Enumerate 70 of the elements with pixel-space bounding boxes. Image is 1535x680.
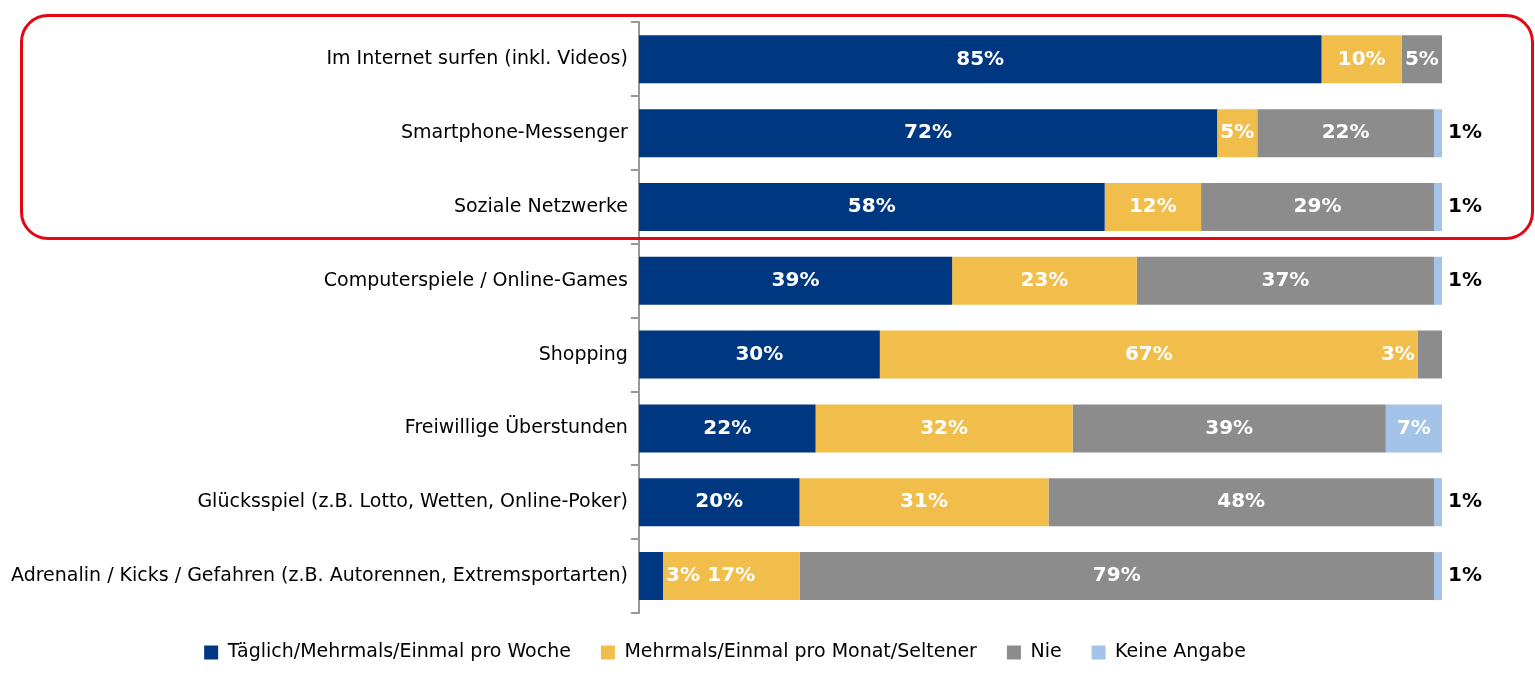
bar bbox=[638, 478, 800, 527]
data-label: 5% bbox=[1220, 119, 1255, 144]
bar bbox=[879, 330, 1418, 379]
legend-label: Nie bbox=[1030, 639, 1062, 662]
y-tick-label: Smartphone-Messenger bbox=[400, 120, 629, 143]
bar bbox=[1072, 404, 1386, 453]
bar bbox=[1257, 109, 1434, 158]
data-label: 5% bbox=[1404, 45, 1439, 70]
data-label: 10% bbox=[1337, 45, 1386, 70]
data-label: 48% bbox=[1217, 488, 1266, 513]
y-tick-label: Soziale Netzwerke bbox=[453, 193, 628, 216]
data-label: 31% bbox=[900, 488, 948, 513]
data-label: 1% bbox=[1448, 562, 1482, 587]
bar bbox=[1433, 552, 1442, 601]
legend-label: Täglich/Mehrmals/Einmal pro Woche bbox=[226, 639, 571, 662]
data-label: 3% bbox=[666, 562, 700, 587]
data-label: 32% bbox=[920, 414, 969, 439]
bar bbox=[799, 552, 1434, 601]
bar bbox=[638, 182, 1105, 231]
data-label: 1% bbox=[1448, 119, 1482, 144]
y-tick-label: Adrenalin / Kicks / Gefahren (z.B. Autorennen, Extremsportarten) bbox=[11, 563, 628, 586]
y-tick-label: Glücksspiel (z.B. Lotto, Wetten, Online-Poker) bbox=[197, 489, 628, 512]
data-label: 72% bbox=[904, 119, 952, 144]
data-label: 39% bbox=[1205, 414, 1254, 439]
bar bbox=[1433, 182, 1442, 231]
data-label: 1% bbox=[1448, 193, 1482, 218]
bar bbox=[952, 256, 1137, 305]
data-label: 29% bbox=[1293, 193, 1342, 218]
data-label: 1% bbox=[1448, 266, 1482, 291]
bar bbox=[1104, 182, 1202, 231]
bar bbox=[1417, 330, 1442, 379]
y-tick-label: Im Internet surfen (inkl. Videos) bbox=[326, 46, 628, 69]
data-label: 23% bbox=[1020, 266, 1069, 291]
legend-label: Mehrmals/Einmal pro Monat/Seltener bbox=[624, 639, 978, 662]
bar bbox=[638, 330, 880, 379]
data-label: 79% bbox=[1092, 562, 1141, 587]
data-label: 7% bbox=[1396, 414, 1431, 439]
bar bbox=[1433, 478, 1442, 527]
y-tick-label: Computerspiele / Online-Games bbox=[323, 267, 628, 290]
data-label: 22% bbox=[703, 414, 752, 439]
bar bbox=[1048, 478, 1434, 527]
data-label: 17% bbox=[707, 562, 756, 587]
y-tick-label: Shopping bbox=[538, 341, 628, 364]
data-label: 20% bbox=[695, 488, 744, 513]
bar bbox=[1433, 256, 1442, 305]
data-label: 1% bbox=[1448, 488, 1482, 513]
data-label: 22% bbox=[1321, 119, 1370, 144]
bar bbox=[1433, 109, 1442, 158]
bar bbox=[1385, 404, 1442, 453]
data-label: 37% bbox=[1261, 266, 1310, 291]
data-label: 39% bbox=[771, 266, 820, 291]
bar bbox=[1321, 35, 1402, 84]
bar bbox=[799, 478, 1049, 527]
bar bbox=[663, 552, 800, 601]
y-tick-label: Freiwillige Überstunden bbox=[404, 415, 628, 438]
data-label: 12% bbox=[1128, 193, 1177, 218]
bar bbox=[815, 404, 1073, 453]
bar bbox=[638, 35, 1322, 84]
data-label: 3% bbox=[1380, 340, 1415, 365]
bar bbox=[638, 552, 663, 601]
bar bbox=[1136, 256, 1434, 305]
data-label: 30% bbox=[735, 340, 784, 365]
legend-label: Keine Angabe bbox=[1115, 639, 1246, 662]
data-label: 67% bbox=[1124, 340, 1173, 365]
data-label: 58% bbox=[847, 193, 896, 218]
bar bbox=[638, 404, 816, 453]
bar bbox=[1201, 182, 1434, 231]
bar bbox=[638, 109, 1218, 158]
data-label: 85% bbox=[956, 45, 1005, 70]
bar bbox=[638, 256, 953, 305]
